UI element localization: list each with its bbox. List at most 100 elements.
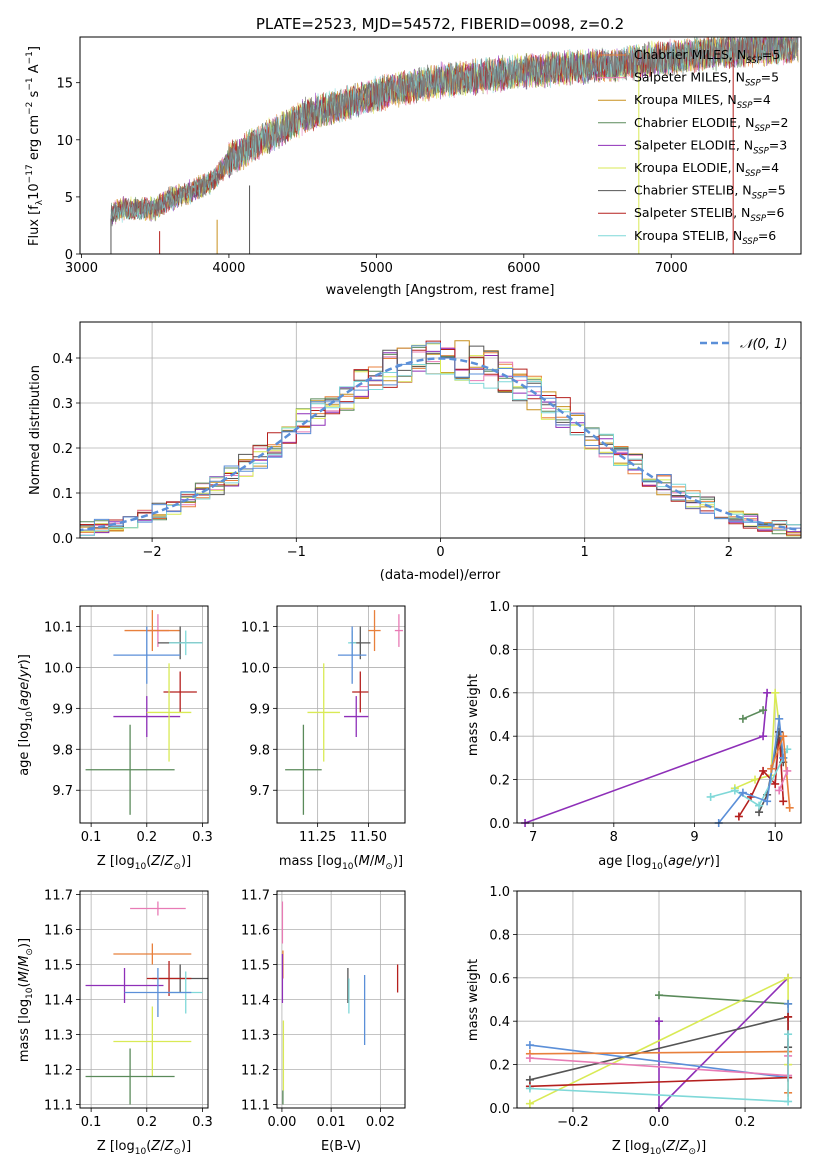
y-tick-label: 11.7 bbox=[241, 889, 270, 904]
age-vs-metallicity-ylabel: age [log10(age/yr)] bbox=[17, 654, 35, 776]
spectrum-ticks: 3000 4000 5000 6000 7000 0 5 10 15 bbox=[56, 77, 687, 276]
x-tick-label: 9 bbox=[690, 830, 698, 845]
residuals-xlabel: (data-model)/error bbox=[380, 568, 501, 583]
x-tick-label: 0 bbox=[436, 545, 444, 560]
residuals-ylabel: Normed distribution bbox=[28, 365, 43, 495]
x-tick-label: 8 bbox=[610, 830, 618, 845]
weight-line bbox=[524, 692, 768, 824]
mass-vs-metallicity-xlabel: Z [log10(Z/Z⊙)] bbox=[97, 1139, 191, 1157]
spectrum-data-line bbox=[110, 37, 799, 222]
y-tick-label: 0 bbox=[65, 248, 73, 263]
y-tick-label: 9.8 bbox=[52, 743, 73, 758]
figure-title: PLATE=2523, MJD=54572, FIBERID=0098, z=0… bbox=[256, 15, 624, 33]
weight-vs-metallicity-xlabel: Z [log10(Z/Z⊙)] bbox=[612, 1139, 706, 1157]
y-tick-label: 11.5 bbox=[241, 959, 270, 974]
legend-entry: Chabrier STELIB, NSSP=5 bbox=[634, 183, 786, 202]
y-tick-label: 11.6 bbox=[44, 924, 73, 939]
weight-vs-metallicity-ylabel: mass weight bbox=[466, 959, 481, 1041]
x-tick-label: −1 bbox=[287, 545, 306, 560]
y-tick-label: 11.4 bbox=[44, 994, 73, 1009]
x-tick-label: 0.2 bbox=[735, 1115, 756, 1130]
legend-entry: Kroupa MILES, NSSP=4 bbox=[634, 92, 771, 111]
spectrum-frame bbox=[79, 36, 802, 255]
x-tick-label: 0.1 bbox=[81, 1115, 102, 1130]
y-tick-label: 0.4 bbox=[489, 730, 510, 745]
x-tick-label: 0.00 bbox=[267, 1115, 296, 1130]
x-tick-label: 0.01 bbox=[317, 1115, 346, 1130]
y-tick-label: 11.6 bbox=[241, 924, 270, 939]
gaussian-curve bbox=[80, 357, 801, 532]
legend-entry: Kroupa ELODIE, NSSP=4 bbox=[634, 160, 779, 179]
legend-entry: 𝒩(0, 1) bbox=[740, 337, 787, 352]
weight-line bbox=[658, 994, 789, 1005]
residuals-ticks: −2 −1 0 1 2 0.0 0.1 0.2 0.3 0.4 bbox=[52, 352, 733, 560]
y-tick-label: 11.3 bbox=[44, 1029, 73, 1044]
y-tick-label: 0.6 bbox=[489, 687, 510, 702]
weight-line bbox=[778, 770, 789, 791]
weight-vs-age-panel: 7 8 9 10 0.0 0.2 0.4 0.6 0.8 1.0 age [log10(age/y… bbox=[466, 600, 802, 872]
y-tick-label: 10.1 bbox=[241, 620, 270, 635]
weight-vs-age-lines bbox=[521, 688, 794, 827]
x-tick-label: 1 bbox=[581, 545, 589, 560]
y-tick-label: 9.9 bbox=[249, 702, 270, 717]
y-tick-label: 0.2 bbox=[489, 1059, 510, 1074]
age-vs-metallicity-frame bbox=[79, 605, 209, 824]
x-tick-label: 0.2 bbox=[136, 1115, 157, 1130]
y-tick-label: 1.0 bbox=[489, 885, 510, 900]
y-tick-label: 0.1 bbox=[52, 487, 73, 502]
mass-vs-extinction-errorbars bbox=[281, 901, 399, 1105]
y-tick-label: 0.2 bbox=[489, 774, 510, 789]
weight-vs-metallicity-panel: −0.2 0.0 0.2 0.0 0.2 0.4 0.6 0.8 1.0 Z [log10(Z/… bbox=[466, 885, 802, 1157]
x-tick-label: 4000 bbox=[212, 261, 245, 276]
residuals-legend: 𝒩(0, 1) bbox=[700, 337, 787, 352]
x-tick-label: 0.3 bbox=[192, 830, 213, 845]
x-tick-label: 11.25 bbox=[299, 830, 336, 845]
mass-vs-metallicity-frame bbox=[79, 890, 209, 1109]
x-tick-label: −0.2 bbox=[557, 1115, 589, 1130]
mass-vs-metallicity-panel: 0.1 0.2 0.3 11.1 11.2 11.3 11.4 11.5 11.6 11.7 Z … bbox=[17, 889, 213, 1158]
age-vs-metallicity-errorbars bbox=[85, 610, 203, 815]
y-tick-label: 0.3 bbox=[52, 397, 73, 412]
x-tick-label: 11.50 bbox=[350, 830, 387, 845]
x-tick-label: 3000 bbox=[65, 261, 98, 276]
mass-vs-extinction-frame bbox=[276, 890, 406, 1109]
y-tick-label: 11.2 bbox=[241, 1064, 270, 1079]
y-tick-label: 11.1 bbox=[44, 1099, 73, 1114]
x-tick-label: 7 bbox=[529, 830, 537, 845]
y-tick-label: 0.4 bbox=[489, 1015, 510, 1030]
spectrum-ylabel: Flux [fλ10−17 erg cm−2 s−1 A−1] bbox=[25, 46, 45, 246]
y-tick-label: 10 bbox=[56, 134, 73, 149]
residuals-histograms bbox=[80, 340, 801, 537]
legend-entry: Chabrier MILES, NSSP=5 bbox=[634, 47, 780, 66]
weight-vs-age-frame bbox=[516, 605, 802, 824]
mass-vs-extinction-panel: 0.00 0.01 0.02 11.1 11.2 11.3 11.4 11.5 11.6 11.7… bbox=[241, 889, 406, 1154]
age-vs-metallicity-xlabel: Z [log10(Z/Z⊙)] bbox=[97, 854, 191, 872]
mass-vs-metallicity-errorbars bbox=[85, 901, 208, 1105]
x-tick-label: 0.02 bbox=[366, 1115, 395, 1130]
legend-entry: Salpeter ELODIE, NSSP=3 bbox=[634, 137, 787, 156]
spectrum-panel: 3000 4000 5000 6000 7000 0 5 10 15 Chabrier MILE… bbox=[25, 36, 802, 298]
y-tick-label: 1.0 bbox=[489, 600, 510, 615]
y-tick-label: 11.2 bbox=[44, 1064, 73, 1079]
y-tick-label: 10.1 bbox=[44, 620, 73, 635]
spectrum-legend: Chabrier MILES, NSSP=5 Salpeter MILES, NS… bbox=[598, 47, 789, 247]
y-tick-label: 11.1 bbox=[241, 1099, 270, 1114]
y-tick-label: 11.3 bbox=[241, 1029, 270, 1044]
spectrum-lines bbox=[110, 37, 799, 254]
weight-vs-age-ylabel: mass weight bbox=[466, 674, 481, 756]
y-tick-label: 0.8 bbox=[489, 928, 510, 943]
y-tick-label: 10.0 bbox=[44, 661, 73, 676]
age-vs-mass-errorbars bbox=[285, 610, 403, 815]
y-tick-label: 15 bbox=[56, 77, 73, 92]
mass-vs-extinction-xlabel: E(B-V) bbox=[321, 1139, 361, 1154]
age-vs-mass-frame bbox=[276, 605, 406, 824]
spectrum-xlabel: wavelength [Angstrom, rest frame] bbox=[326, 283, 555, 298]
residuals-panel: −2 −1 0 1 2 0.0 0.1 0.2 0.3 0.4 𝒩(0, 1) (data-mod… bbox=[28, 321, 802, 583]
y-tick-label: 9.8 bbox=[249, 743, 270, 758]
legend-entry: Kroupa STELIB, NSSP=6 bbox=[634, 228, 776, 247]
y-tick-label: 10.0 bbox=[241, 661, 270, 676]
y-tick-label: 11.5 bbox=[44, 959, 73, 974]
y-tick-label: 11.4 bbox=[241, 994, 270, 1009]
x-tick-label: −2 bbox=[143, 545, 162, 560]
